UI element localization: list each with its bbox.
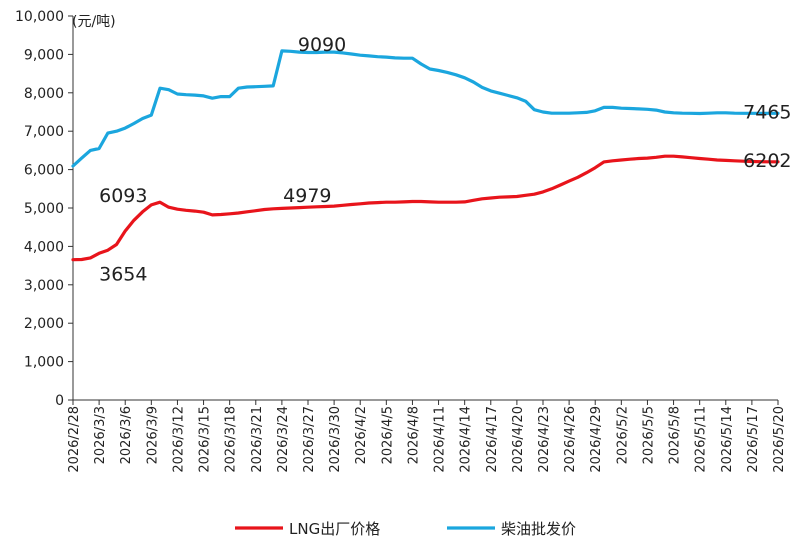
legend-label: LNG出厂价格 (289, 520, 380, 538)
x-tick-label: 2026/3/15 (198, 406, 213, 473)
x-tick-label: 2026/4/14 (459, 406, 474, 473)
x-tick-label: 2026/5/14 (720, 406, 735, 473)
y-tick-label: 7,000 (24, 124, 64, 140)
x-tick-label: 2026/2/28 (67, 406, 82, 473)
x-tick-label: 2026/4/26 (563, 406, 578, 473)
y-tick-label: 5,000 (24, 201, 64, 217)
x-tick-label: 2026/3/6 (119, 406, 134, 464)
x-tick-label: 2026/4/23 (537, 406, 552, 473)
data-label: 9090 (298, 34, 346, 56)
data-label: 6202 (743, 150, 791, 172)
data-label: 4979 (283, 185, 331, 207)
data-label: 7465 (743, 101, 791, 123)
y-tick-label: 10,000 (15, 9, 64, 25)
series-line-diesel (71, 49, 780, 168)
x-tick-label: 2026/4/29 (589, 406, 604, 473)
data-label: 6093 (99, 185, 147, 207)
x-tick-label: 2026/3/24 (276, 406, 291, 473)
x-tick-label: 2026/3/30 (328, 406, 343, 473)
data-annotations: 6093 9090 7465 3654 4979 6202 (99, 34, 791, 286)
y-axis-ticks: 0 1,000 2,000 3,000 4,000 5,000 6,000 7,000 8,00… (15, 9, 73, 409)
x-tick-label: 2026/3/9 (145, 406, 160, 464)
x-tick-label: 2026/3/3 (93, 406, 108, 464)
x-tick-label: 2026/3/27 (302, 406, 317, 473)
x-tick-label: 2026/3/12 (171, 406, 186, 473)
x-tick-label: 2026/3/21 (250, 406, 265, 473)
y-tick-label: 1,000 (24, 355, 64, 371)
x-tick-label: 2026/3/18 (224, 406, 239, 473)
x-tick-label: 2026/5/8 (668, 406, 683, 464)
y-tick-label: 2,000 (24, 316, 64, 332)
x-tick-label: 2026/5/2 (615, 406, 630, 464)
legend-item-lng: LNG出厂价格 (235, 520, 380, 538)
x-tick-label: 2026/5/17 (746, 406, 761, 473)
x-tick-label: 2026/5/11 (694, 406, 709, 473)
y-tick-label: 3,000 (24, 278, 64, 294)
data-label: 3654 (99, 264, 147, 286)
unit-label: (元/吨) (72, 14, 116, 30)
series-line-lng (71, 154, 780, 262)
x-tick-label: 2026/4/11 (433, 406, 448, 473)
y-tick-label: 6,000 (24, 163, 64, 179)
x-axis-ticks: 2026/2/28 2026/3/3 2026/3/6 2026/3/9 2026/3/… (67, 400, 787, 473)
legend: LNG出厂价格 柴油批发价 (235, 520, 576, 538)
x-tick-label: 2026/4/17 (485, 406, 500, 473)
x-tick-label: 2026/5/20 (772, 406, 787, 473)
y-tick-label: 4,000 (24, 239, 64, 255)
series-lines (71, 49, 780, 262)
x-tick-label: 2026/4/8 (406, 406, 421, 464)
x-tick-label: 2026/5/5 (641, 406, 656, 464)
x-tick-label: 2026/4/20 (511, 406, 526, 473)
y-tick-label: 8,000 (24, 86, 64, 102)
legend-item-diesel: 柴油批发价 (447, 520, 576, 538)
x-tick-label: 2026/4/2 (354, 406, 369, 464)
x-tick-label: 2026/4/5 (380, 406, 395, 464)
legend-label: 柴油批发价 (501, 520, 576, 538)
y-tick-label: 9,000 (24, 47, 64, 63)
y-tick-label: 0 (55, 393, 64, 409)
